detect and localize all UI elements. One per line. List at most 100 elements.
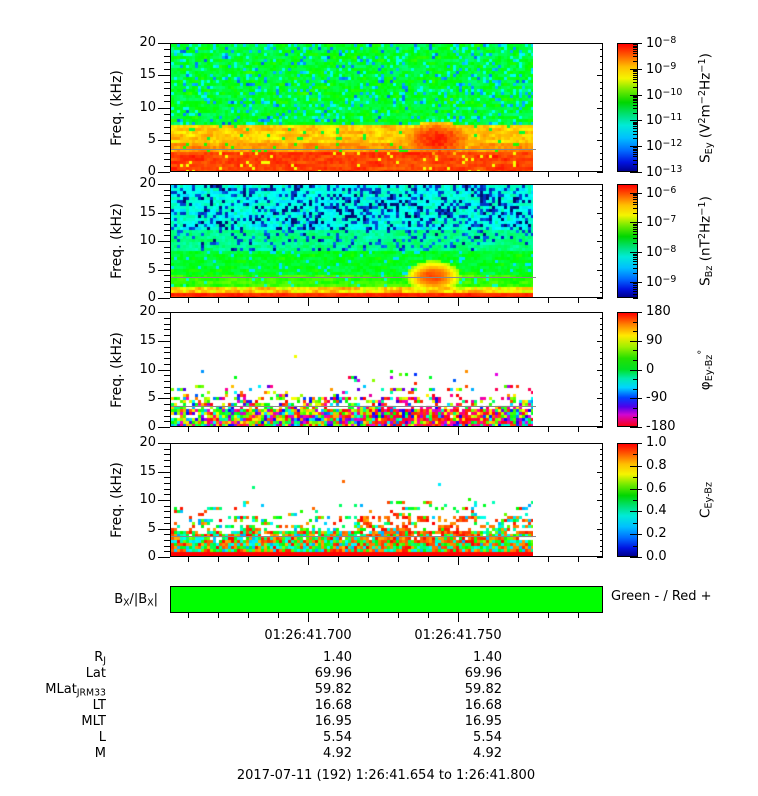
tick-mark — [633, 49, 638, 50]
tick-mark — [633, 150, 638, 151]
tick-mark — [600, 281, 603, 282]
tick-mark — [338, 557, 339, 562]
y-tick-label: 15 — [139, 464, 156, 479]
phase-plot-frame — [170, 312, 603, 427]
tick-mark — [578, 613, 579, 618]
tick-mark — [578, 557, 579, 562]
tick-mark — [548, 298, 549, 303]
table-row-label: LT — [0, 698, 106, 713]
tick-mark — [633, 56, 638, 57]
tick-mark — [600, 287, 603, 288]
colorbar-tick-label: 10−9 — [646, 274, 676, 290]
text-run: −11 — [662, 112, 683, 123]
tick-mark — [164, 235, 170, 236]
tick-mark — [633, 273, 638, 274]
tick-mark — [164, 69, 170, 70]
text-run: Hz — [697, 215, 714, 233]
tick-mark — [164, 523, 170, 524]
tick-mark — [164, 207, 170, 208]
tick-mark — [630, 146, 642, 147]
colorbar-tick-label: 10−8 — [646, 35, 676, 51]
table-value: 5.54 — [473, 730, 502, 745]
tick-mark — [308, 298, 309, 306]
tick-mark — [600, 82, 603, 83]
tick-mark — [158, 472, 170, 473]
text-run: −7 — [662, 214, 677, 225]
tick-mark — [600, 218, 603, 219]
tick-mark — [597, 557, 603, 558]
text-run: 10 — [646, 245, 663, 261]
tick-mark — [633, 287, 638, 288]
text-run: LT — [92, 698, 106, 713]
tick-mark — [600, 195, 603, 196]
tick-mark — [600, 404, 603, 405]
tick-mark — [597, 213, 603, 214]
date-range-footer: 2017-07-11 (192) 1:26:41.654 to 1:26:41.… — [236, 768, 536, 783]
tick-mark — [597, 398, 603, 399]
y-tick-label: 0 — [147, 419, 156, 434]
y-tick-label: 20 — [139, 435, 156, 450]
text-run: −9 — [662, 61, 677, 72]
tick-mark — [518, 427, 519, 432]
tick-mark — [578, 298, 579, 303]
colorbar-tick-label: 0.0 — [646, 549, 667, 564]
text-run: m — [697, 103, 714, 117]
tick-mark — [633, 77, 638, 78]
tick-mark — [600, 133, 603, 134]
tick-mark — [164, 264, 170, 265]
table-row-label: M — [0, 746, 106, 761]
tick-mark — [633, 454, 638, 455]
tick-mark — [630, 193, 642, 194]
tick-mark — [633, 417, 638, 418]
tick-mark — [518, 613, 519, 618]
text-run: X — [147, 597, 154, 609]
tick-mark — [597, 529, 603, 530]
tick-mark — [488, 172, 489, 177]
text-run: 10 — [646, 275, 663, 291]
tick-mark — [600, 88, 603, 89]
tick-mark — [218, 557, 219, 562]
tick-mark — [633, 255, 638, 256]
tick-mark — [633, 231, 638, 232]
tick-mark — [633, 124, 638, 125]
tick-mark — [633, 225, 638, 226]
table-value: 69.96 — [314, 666, 352, 681]
tick-mark — [248, 427, 249, 432]
tick-mark — [158, 500, 170, 501]
tick-mark — [633, 213, 638, 214]
tick-mark — [164, 258, 170, 259]
tick-mark — [633, 360, 638, 361]
tick-mark — [600, 190, 603, 191]
tick-mark — [600, 483, 603, 484]
colorbar-tick-label: -180 — [646, 419, 676, 434]
tick-mark — [600, 517, 603, 518]
tick-mark — [428, 557, 429, 562]
tick-mark — [600, 534, 603, 535]
text-run: (nT — [697, 239, 714, 266]
text-run: φ — [697, 380, 714, 390]
tick-mark — [218, 427, 219, 432]
tick-mark — [630, 222, 642, 223]
tick-mark — [278, 427, 279, 432]
y-tick-label: 5 — [147, 390, 156, 405]
table-value: 16.68 — [314, 698, 352, 713]
tick-mark — [368, 427, 369, 432]
tick-mark — [633, 289, 638, 290]
tick-mark — [633, 97, 638, 98]
tick-mark — [630, 489, 642, 490]
y-tick-label: 5 — [147, 262, 156, 277]
tick-mark — [597, 140, 603, 141]
table-value: 4.92 — [323, 746, 352, 761]
tick-mark — [600, 56, 603, 57]
tick-mark — [164, 404, 170, 405]
text-run: 10 — [646, 88, 663, 104]
tick-mark — [633, 229, 638, 230]
tick-mark — [633, 408, 638, 409]
text-run: M — [94, 746, 106, 761]
tick-mark — [218, 298, 219, 303]
sey-plot-frame — [170, 43, 603, 172]
tick-mark — [164, 352, 170, 353]
table-value: 1.40 — [323, 650, 352, 665]
tick-mark — [248, 557, 249, 562]
tick-mark — [633, 283, 638, 284]
